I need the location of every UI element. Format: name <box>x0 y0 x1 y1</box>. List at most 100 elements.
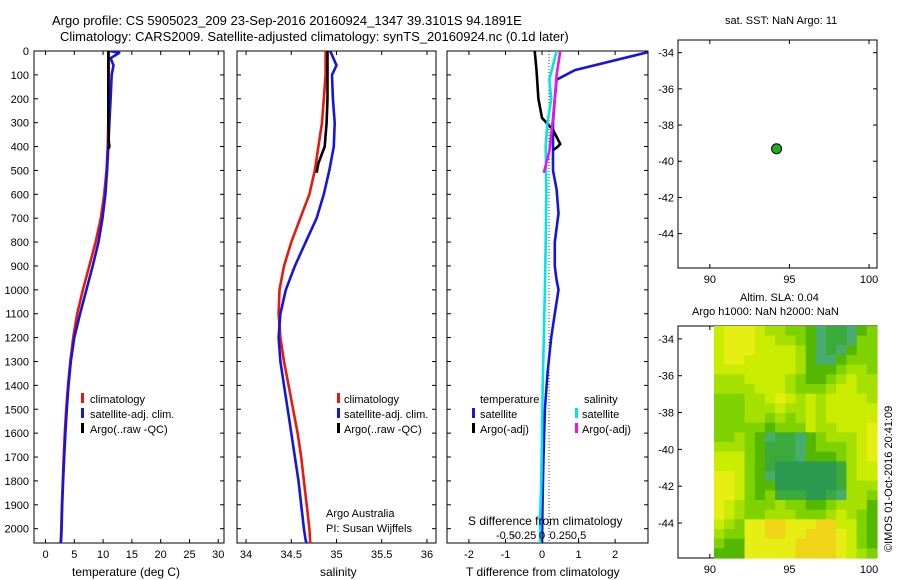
altimetry-heatmap-cell <box>754 413 766 424</box>
altimetry-heatmap-cell <box>744 355 756 366</box>
altimetry-heatmap-cell <box>866 451 878 462</box>
altimetry-heatmap-cell <box>805 403 817 414</box>
altimetry-heatmap-cell <box>714 490 725 501</box>
salinity-profile-argo-raw-qc-line <box>315 51 329 174</box>
altimetry-heatmap-cell <box>764 509 776 520</box>
difference-profile-temperature-satellite-line <box>540 51 648 543</box>
altimetry-heatmap-cell <box>805 432 817 443</box>
altimetry-heatmap-cell <box>815 548 827 559</box>
altimetry-heatmap-cell <box>734 442 746 453</box>
altimetry-map-title-2: Argo h1000: NaN h2000: NaN <box>692 306 839 318</box>
altimetry-heatmap-cell <box>836 509 848 520</box>
legend-label-satellite: satellite-adj. clim. <box>344 409 428 421</box>
depth-tick-label: 1700 <box>5 452 29 464</box>
legend-label-climatology: climatology <box>90 394 146 406</box>
altimetry-heatmap-cell <box>826 471 837 482</box>
altimetry-heatmap-cell <box>866 384 878 395</box>
altimetry-heatmap-cell <box>815 471 827 482</box>
altimetry-heatmap-cell <box>764 374 776 385</box>
altimetry-heatmap-cell <box>764 364 776 375</box>
altimetry-heatmap-cell <box>734 345 746 356</box>
altimetry-heatmap-cell <box>866 500 878 511</box>
altimetry-heatmap-cell <box>856 529 868 540</box>
map-x-tick-label: 90 <box>704 274 716 286</box>
altimetry-heatmap-cell <box>734 432 746 443</box>
altimetry-heatmap-cell <box>826 413 837 424</box>
altimetry-heatmap-cell <box>714 345 725 356</box>
depth-tick-label: 400 <box>11 142 29 154</box>
altimetry-heatmap-cell <box>775 548 786 559</box>
s-diff-tick-label: 0.5 <box>571 530 586 542</box>
altimetry-heatmap-cell <box>805 451 817 462</box>
legend-label-s-satellite: satellite <box>582 409 619 421</box>
altimetry-heatmap-cell <box>856 335 868 346</box>
altimetry-heatmap-cell <box>785 461 797 472</box>
altimetry-heatmap-cell <box>815 335 827 346</box>
altimetry-heatmap-cell <box>734 461 746 472</box>
altimetry-heatmap-cell <box>764 519 776 530</box>
altimetry-heatmap-cell <box>734 548 746 559</box>
altimetry-heatmap-cell <box>714 326 725 337</box>
altimetry-heatmap-cell <box>815 384 827 395</box>
legend-swatch-satellite <box>337 408 340 418</box>
altimetry-heatmap-cell <box>815 413 827 424</box>
altimetry-heatmap-cell <box>754 529 766 540</box>
altimetry-heatmap-cell <box>815 480 827 491</box>
altimetry-heatmap-cell <box>795 490 807 501</box>
altimetry-heatmap-cell <box>775 461 786 472</box>
credit-program: Argo Australia <box>326 508 395 520</box>
altimetry-heatmap-cell <box>866 355 878 366</box>
altimetry-heatmap-cell <box>866 461 878 472</box>
altimetry-heatmap-cell <box>866 442 878 453</box>
altimetry-heatmap-cell <box>836 538 848 549</box>
altimetry-heatmap-cell <box>785 422 797 433</box>
altimetry-heatmap-cell <box>856 413 868 424</box>
altimetry-heatmap-cell <box>785 548 797 559</box>
altimetry-heatmap-cell <box>805 326 817 337</box>
altimetry-heatmap-cell <box>856 451 868 462</box>
altimetry-heatmap-cell <box>826 538 837 549</box>
altimetry-heatmap-cell <box>714 422 725 433</box>
map-y-tick-label: -34 <box>658 48 674 60</box>
altimetry-heatmap-cell <box>744 374 756 385</box>
altimetry-heatmap-cell <box>805 548 817 559</box>
altimetry-heatmap-cell <box>785 364 797 375</box>
altimetry-heatmap-cell <box>754 432 766 443</box>
altimetry-heatmap-cell <box>764 451 776 462</box>
altimetry-heatmap-cell <box>764 471 776 482</box>
altimetry-heatmap-cell <box>795 471 807 482</box>
altimetry-heatmap-cell <box>826 451 837 462</box>
altimetry-heatmap-cell <box>815 461 827 472</box>
salinity-legend: climatology satellite-adj. clim. Argo(..… <box>337 393 428 436</box>
altimetry-heatmap-cell <box>866 393 878 404</box>
altimetry-heatmap-cell <box>724 490 735 501</box>
altimetry-heatmap-cell <box>815 345 827 356</box>
altimetry-heatmap-cell <box>846 442 858 453</box>
altimetry-heatmap-cell <box>805 422 817 433</box>
difference-panel-frame <box>446 50 649 544</box>
map-x-tick-label: 95 <box>783 564 795 576</box>
x-tick-label: 20 <box>155 549 167 561</box>
altimetry-heatmap-cell <box>815 393 827 404</box>
x-tick-label: 34.5 <box>281 549 302 561</box>
altimetry-heatmap-cell <box>846 374 858 385</box>
altimetry-heatmap-cell <box>805 529 817 540</box>
credit-stamp: ©IMOS 01-Oct-2016 20:41:09 <box>883 406 895 552</box>
altimetry-heatmap-cell <box>785 413 797 424</box>
altimetry-heatmap-cell <box>764 538 776 549</box>
altimetry-heatmap-cell <box>714 393 725 404</box>
altimetry-heatmap-cell <box>785 509 797 520</box>
altimetry-heatmap-cell <box>846 538 858 549</box>
altimetry-heatmap-cell <box>826 509 837 520</box>
credit-pi: PI: Susan Wijffels <box>326 523 412 535</box>
altimetry-heatmap-cell <box>734 480 746 491</box>
altimetry-heatmap-cell <box>805 509 817 520</box>
altimetry-heatmap-cell <box>714 529 725 540</box>
legend-swatch-s-argo <box>575 423 578 433</box>
altimetry-heatmap-cell <box>856 422 868 433</box>
altimetry-heatmap-cell <box>724 461 735 472</box>
depth-tick-label: 500 <box>11 165 29 177</box>
altimetry-heatmap-cell <box>795 326 807 337</box>
altimetry-heatmap-cell <box>764 422 776 433</box>
altimetry-heatmap-cell <box>744 461 756 472</box>
